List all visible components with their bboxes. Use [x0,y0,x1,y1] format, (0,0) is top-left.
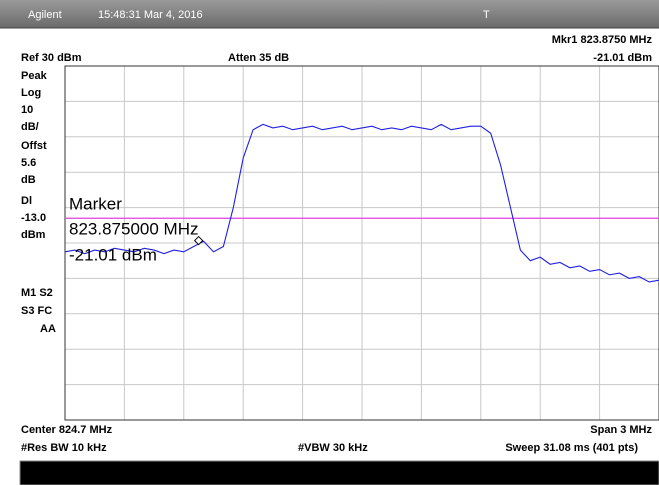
plot: Marker 823.875000 MHz -21.01 dBm [64,65,659,421]
mode: T [483,9,490,21]
panel-label: M1 S2 [21,287,53,299]
vbw: #VBW 30 kHz [298,442,368,454]
panel-label: S3 FC [21,305,52,317]
marker-level: -21.01 dBm [69,245,157,264]
panel-label: dB/ [21,121,39,133]
panel-label: Peak [21,70,48,82]
center-freq: Center 824.7 MHz [21,424,113,436]
panel-label: 5.6 [21,157,36,169]
brand: Agilent [28,9,62,21]
ref-level: Ref 30 dBm [21,52,82,64]
panel-label: dBm [21,229,46,241]
marker-freq: 823.875000 MHz [69,219,198,238]
left-panel: Peak Log 10 dB/Offst 5.6 dB Dl -13.0 dBm M1 S2 S3 … [21,70,56,335]
panel-label: -13.0 [21,212,46,224]
timestamp: 15:48:31 Mar 4, 2016 [98,9,203,21]
panel-label: AA [40,323,56,335]
plot-frame [64,65,659,421]
attenuation: Atten 35 dB [228,52,289,64]
rbw: #Res BW 10 kHz [21,442,107,454]
sweep: Sweep 31.08 ms (401 pts) [505,442,638,454]
panel-label: dB [21,174,36,186]
panel-label: 10 [21,104,33,116]
marker-label: Marker [69,194,122,213]
title-bar [0,0,659,28]
panel-label: Dl [21,195,32,207]
marker-level: -21.01 dBm [593,52,652,64]
span: Span 3 MHz [590,424,652,436]
status-bar [19,460,659,485]
panel-label: Offst [21,140,47,152]
marker-diamond [193,235,204,246]
trace [64,123,659,283]
panel-label: Log [21,87,41,99]
marker-readout: Mkr1 823.8750 MHz [552,34,653,46]
